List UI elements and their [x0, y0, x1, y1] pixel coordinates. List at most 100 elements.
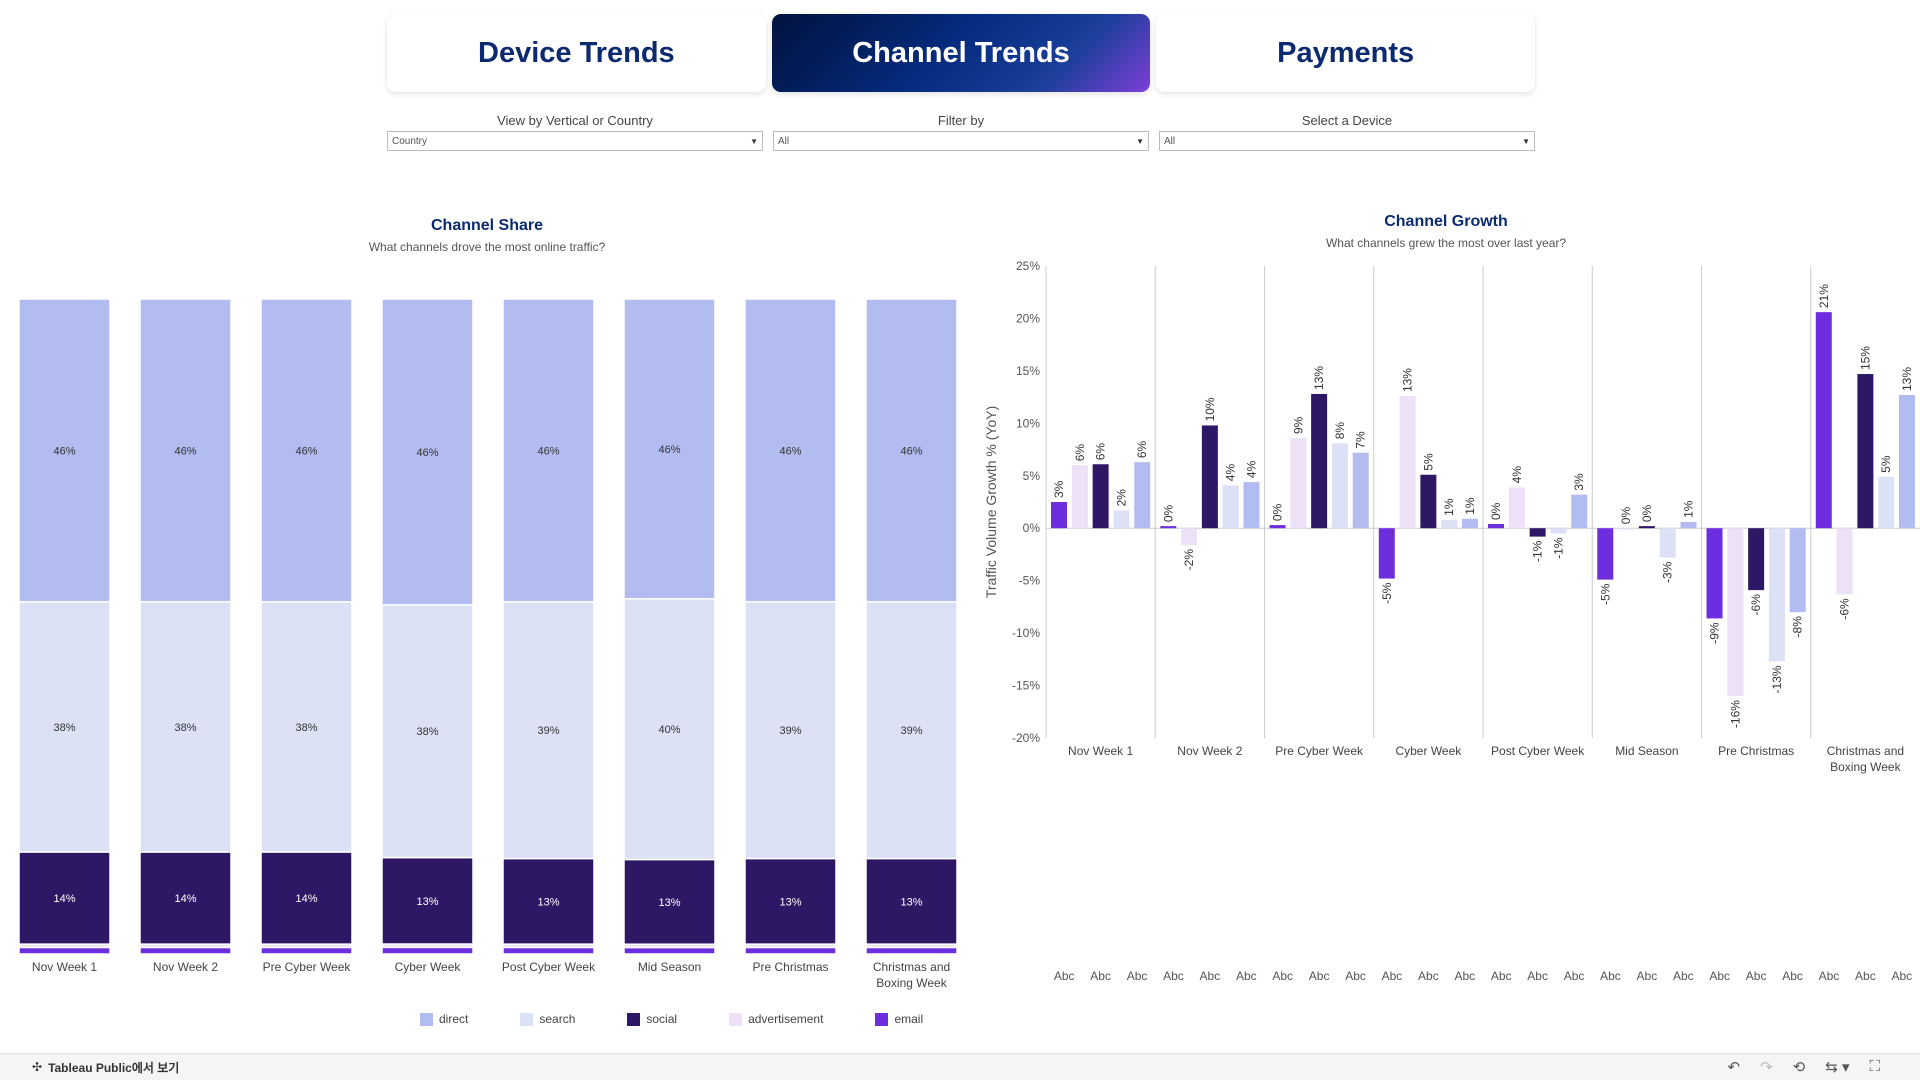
bar-segment-email: [623, 946, 716, 955]
legend-swatch: [420, 1012, 433, 1026]
data-label: 38%: [416, 726, 438, 738]
growth-data-label: 3%: [1572, 473, 1586, 491]
data-label: 38%: [295, 722, 317, 734]
bar-segment-email: [502, 946, 595, 955]
data-label: 14%: [295, 893, 317, 905]
growth-data-label: -13%: [1770, 665, 1784, 693]
category-label: Christmas and: [873, 960, 950, 974]
legend-item-search[interactable]: search: [520, 1012, 575, 1026]
growth-chart-subtitle: What channels grew the most over last ye…: [1325, 236, 1567, 250]
growth-data-label: 6%: [1094, 443, 1108, 461]
growth-bar-direct: [1898, 395, 1915, 529]
legend-item-email[interactable]: email: [875, 1012, 923, 1026]
chart-legend: direct search social advertisement email: [420, 1012, 975, 1026]
growth-bar-advertisement: [1290, 438, 1307, 529]
data-label: 39%: [900, 725, 922, 737]
bar-segment-search: [865, 601, 958, 860]
growth-bar-search: [1550, 528, 1567, 534]
placeholder-text: Abc: [1564, 969, 1585, 983]
legend-item-advertisement[interactable]: advertisement: [729, 1012, 823, 1026]
tab-channel-trends[interactable]: Channel Trends: [771, 14, 1151, 92]
placeholder-text: Abc: [1782, 969, 1803, 983]
data-label: 46%: [53, 445, 75, 457]
growth-bar-direct: [1461, 518, 1478, 529]
data-label: 13%: [658, 897, 680, 909]
growth-bar-email: [1488, 524, 1505, 529]
growth-data-label: 3%: [1052, 480, 1066, 498]
revert-icon[interactable]: ⟲: [1792, 1059, 1806, 1076]
category-label: Boxing Week: [1830, 760, 1901, 774]
select-value: Country: [392, 135, 428, 147]
growth-bar-direct: [1571, 494, 1588, 529]
legend-swatch: [729, 1012, 743, 1026]
data-label: 46%: [537, 445, 559, 457]
growth-data-label: 13%: [1900, 367, 1914, 391]
growth-data-label: -1%: [1551, 537, 1565, 559]
category-label: Nov Week 2: [153, 960, 218, 974]
tab-device-trends[interactable]: Device Trends: [387, 14, 766, 92]
growth-data-label: 21%: [1817, 284, 1831, 308]
data-label: 46%: [779, 445, 801, 457]
growth-data-label: -6%: [1749, 594, 1763, 616]
legend-label: email: [894, 1012, 924, 1026]
growth-data-label: 4%: [1224, 464, 1238, 482]
growth-data-label: 6%: [1073, 444, 1087, 462]
legend-item-direct[interactable]: direct: [420, 1012, 468, 1026]
y-tick-label: -20%: [1012, 731, 1040, 745]
growth-bar-advertisement: [1399, 396, 1416, 529]
placeholder-text: Abc: [1600, 969, 1621, 983]
data-label: 38%: [174, 722, 196, 734]
bar-segment-search: [744, 601, 837, 860]
legend-label: search: [539, 1012, 576, 1026]
placeholder-text: Abc: [1054, 969, 1075, 983]
bar-segment-email: [260, 946, 353, 955]
growth-bar-advertisement: [1727, 528, 1744, 697]
growth-bar-search: [1222, 485, 1239, 529]
growth-bar-search: [1659, 528, 1676, 558]
growth-bar-email: [1815, 312, 1832, 529]
chevron-down-icon: ▼: [1522, 136, 1530, 146]
filter-label: Filter by: [937, 113, 985, 128]
view-by-select[interactable]: Country ▼: [387, 131, 763, 151]
growth-bar-email: [1051, 502, 1068, 529]
data-label: 46%: [416, 447, 438, 459]
growth-bar-social: [1092, 464, 1109, 529]
select-value: All: [1164, 135, 1176, 147]
legend-swatch: [520, 1012, 534, 1026]
category-label: Christmas and: [1827, 744, 1904, 758]
placeholder-text: Abc: [1709, 969, 1730, 983]
share-icon[interactable]: ⇆ ▾: [1825, 1059, 1850, 1076]
undo-icon[interactable]: ↶: [1727, 1059, 1741, 1076]
bar-segment-email: [865, 946, 958, 955]
growth-data-label: 4%: [1244, 460, 1258, 478]
device-select[interactable]: All ▼: [1159, 131, 1535, 151]
category-label: Mid Season: [638, 960, 701, 974]
bar-segment-direct: [744, 298, 837, 603]
tab-payments[interactable]: Payments: [1156, 14, 1536, 92]
filter-by-select[interactable]: All ▼: [773, 131, 1149, 151]
data-label: 13%: [416, 896, 438, 908]
growth-data-label: -1%: [1531, 540, 1545, 562]
growth-bar-search: [1441, 519, 1458, 529]
bar-segment-email: [744, 946, 837, 955]
growth-bar-advertisement: [1508, 487, 1525, 529]
growth-bar-social: [1201, 425, 1218, 529]
growth-data-label: 7%: [1354, 431, 1368, 449]
growth-data-label: 6%: [1135, 440, 1149, 458]
redo-icon[interactable]: ↷: [1760, 1059, 1773, 1076]
bar-segment-social: [18, 851, 111, 945]
placeholder-text: Abc: [1090, 969, 1111, 983]
y-tick-label: 25%: [1016, 259, 1040, 273]
tableau-public-link[interactable]: ✣ Tableau Public에서 보기: [32, 1059, 179, 1076]
filter-device: Select a Device All ▼: [1159, 113, 1535, 151]
select-value: All: [778, 135, 790, 147]
growth-bar-social: [1857, 374, 1874, 529]
growth-bar-search: [1878, 476, 1895, 529]
category-label: Pre Christmas: [1718, 744, 1794, 758]
channel-share-chart: 14% 38% 46% Nov Week 1 14% 38% 46% Nov Week 2 14…: [18, 298, 958, 990]
fullscreen-icon[interactable]: ⛶: [1869, 1058, 1880, 1075]
share-chart-subtitle: What channels drove the most online traf…: [368, 240, 606, 254]
legend-item-social[interactable]: social: [627, 1012, 677, 1026]
growth-bar-direct: [1352, 452, 1369, 529]
growth-data-label: -3%: [1661, 561, 1675, 583]
